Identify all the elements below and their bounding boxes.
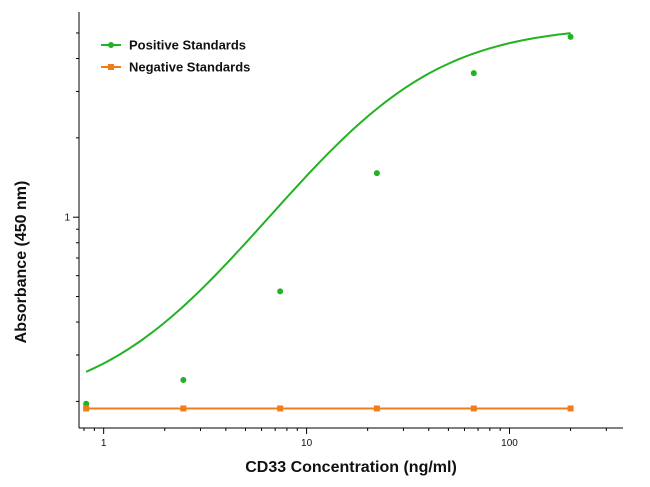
x-tick-label: 1 [101,438,107,449]
legend-label: Negative Standards [129,60,250,75]
positive-data-point [373,170,380,177]
ticks: 1 10 100 1 [64,32,607,449]
legend: Positive Standards Negative Standards [101,38,250,75]
negative-data-point [567,405,574,412]
x-axis-title: CD33 Concentration (ng/ml) [245,459,457,476]
series [83,32,574,412]
positive-fit-curve [85,32,571,373]
legend-label: Positive Standards [129,38,246,53]
axes [78,12,623,429]
x-tick-label: 100 [501,438,518,449]
positive-data-point [180,377,187,384]
negative-data-point [83,405,90,412]
negative-data-point [470,405,477,412]
positive-data-point [277,288,284,295]
positive-standards-series [83,32,574,407]
y-axis-title: Absorbance (450 nm) [13,181,30,344]
positive-data-point [83,400,90,407]
y-tick-label: 1 [64,213,70,224]
positive-data-point [470,70,477,77]
legend-marker [108,42,114,48]
negative-standards-series [83,405,574,412]
negative-data-point [277,405,284,412]
legend-item: Negative Standards [101,60,250,75]
legend-item: Positive Standards [101,38,246,53]
positive-data-point [567,33,574,40]
x-tick-label: 10 [301,438,313,449]
legend-marker [108,64,114,70]
negative-data-point [373,405,380,412]
negative-data-point [180,405,187,412]
